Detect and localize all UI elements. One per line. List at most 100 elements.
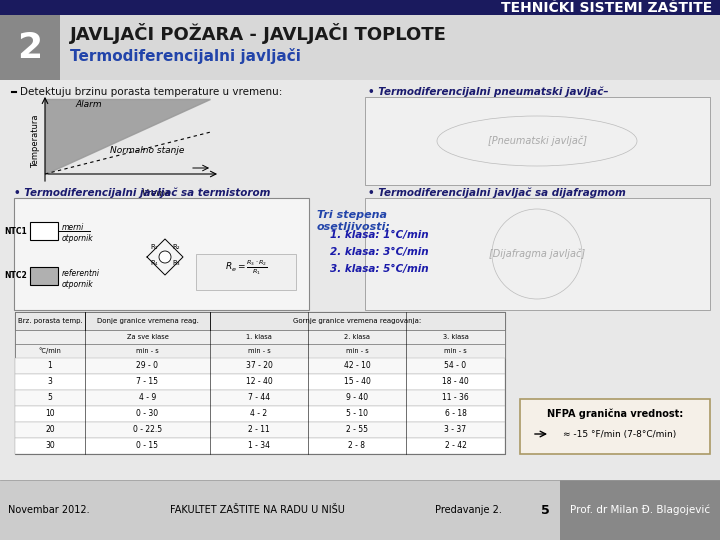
Bar — [15, 390, 505, 406]
Text: • Termodiferencijalni javljač sa termistorom: • Termodiferencijalni javljač sa termist… — [14, 188, 271, 198]
Text: 1 - 34: 1 - 34 — [248, 442, 270, 450]
Bar — [15, 438, 505, 454]
Bar — [15, 358, 505, 374]
Text: 3. klasa: 3. klasa — [443, 334, 469, 340]
Text: R₄: R₄ — [150, 260, 158, 266]
Text: 1. klasa: 1°C/min: 1. klasa: 1°C/min — [330, 230, 428, 240]
Text: Novembar 2012.: Novembar 2012. — [8, 505, 89, 515]
Bar — [560, 480, 720, 540]
Text: Za sve klase: Za sve klase — [127, 334, 168, 340]
Text: 9 - 40: 9 - 40 — [346, 394, 368, 402]
Text: 2 - 8: 2 - 8 — [348, 442, 366, 450]
Text: 12 - 40: 12 - 40 — [246, 377, 272, 387]
Text: 2 - 55: 2 - 55 — [346, 426, 368, 435]
Text: min - s: min - s — [444, 348, 467, 354]
Text: referentni
otpornik: referentni otpornik — [62, 269, 100, 289]
Bar — [0, 15, 60, 80]
Text: 0 - 22.5: 0 - 22.5 — [133, 426, 162, 435]
Bar — [15, 330, 505, 344]
Text: $R_e = \frac{R_3 \cdot R_2}{R_1}$: $R_e = \frac{R_3 \cdot R_2}{R_1}$ — [225, 259, 267, 278]
Text: 15 - 40: 15 - 40 — [343, 377, 370, 387]
Bar — [0, 80, 720, 480]
Bar — [520, 399, 710, 454]
Text: R₁: R₁ — [150, 244, 158, 250]
Text: 6 - 18: 6 - 18 — [444, 409, 467, 418]
Circle shape — [159, 251, 171, 263]
Bar — [15, 312, 505, 330]
Text: 11 - 36: 11 - 36 — [442, 394, 469, 402]
Text: [Dijafragma javljač]: [Dijafragma javljač] — [489, 249, 585, 259]
Text: Termodiferencijalni javljači: Termodiferencijalni javljači — [70, 48, 301, 64]
Text: Predavanje 2.: Predavanje 2. — [435, 505, 502, 515]
Text: min - s: min - s — [346, 348, 369, 354]
Text: 5 - 10: 5 - 10 — [346, 409, 368, 418]
Bar — [0, 480, 720, 540]
Bar — [365, 198, 710, 310]
Text: 37 - 20: 37 - 20 — [246, 361, 272, 370]
Text: 7 - 15: 7 - 15 — [137, 377, 158, 387]
Text: Alarm: Alarm — [75, 100, 102, 109]
Text: merni
otpornik: merni otpornik — [62, 224, 94, 242]
Bar — [30, 222, 58, 240]
Text: 29 - 0: 29 - 0 — [137, 361, 158, 370]
Bar — [15, 374, 505, 390]
Text: 30: 30 — [45, 442, 55, 450]
Text: 54 - 0: 54 - 0 — [444, 361, 467, 370]
Text: 0 - 15: 0 - 15 — [137, 442, 158, 450]
Bar — [196, 254, 296, 290]
Text: NTC1: NTC1 — [4, 226, 27, 235]
Text: Tri stepena
osetljivosti:: Tri stepena osetljivosti: — [317, 210, 391, 232]
Text: 1: 1 — [48, 361, 53, 370]
Text: R₂: R₂ — [172, 244, 180, 250]
Text: 2: 2 — [17, 31, 42, 65]
Text: • Termodiferencijalni javljač sa dijafragmom: • Termodiferencijalni javljač sa dijafra… — [368, 188, 626, 198]
Text: 5: 5 — [48, 394, 53, 402]
Text: 0 - 30: 0 - 30 — [136, 409, 158, 418]
Text: 2 - 11: 2 - 11 — [248, 426, 270, 435]
Text: NFPA granična vrednost:: NFPA granična vrednost: — [547, 409, 683, 419]
Text: Vreme: Vreme — [141, 189, 171, 198]
Text: Prof. dr Milan Đ. Blagojević: Prof. dr Milan Đ. Blagojević — [570, 505, 710, 515]
Bar — [14, 198, 309, 310]
Text: 1. klasa: 1. klasa — [246, 334, 272, 340]
Text: Gornje granice vremena reagovanja:: Gornje granice vremena reagovanja: — [293, 318, 422, 324]
Text: [Pneumatski javljač]: [Pneumatski javljač] — [487, 136, 587, 146]
Text: 3. klasa: 5°C/min: 3. klasa: 5°C/min — [330, 264, 428, 274]
Text: 4 - 2: 4 - 2 — [251, 409, 268, 418]
Text: 7 - 44: 7 - 44 — [248, 394, 270, 402]
Text: NTC2: NTC2 — [4, 272, 27, 280]
Text: 3: 3 — [48, 377, 53, 387]
Text: R₃: R₃ — [172, 260, 180, 266]
Text: 4 - 9: 4 - 9 — [139, 394, 156, 402]
Text: • Termodiferencijalni pneumatski javljač–: • Termodiferencijalni pneumatski javljač… — [368, 87, 608, 97]
Text: Normalno stanje: Normalno stanje — [110, 146, 184, 155]
Text: Brz. porasta temp.: Brz. porasta temp. — [17, 318, 82, 324]
Bar — [15, 422, 505, 438]
Text: min - s: min - s — [248, 348, 271, 354]
Bar — [15, 312, 505, 454]
Text: 18 - 40: 18 - 40 — [442, 377, 469, 387]
Bar — [365, 97, 710, 185]
Text: 10: 10 — [45, 409, 55, 418]
Text: FAKULTET ZAŠTITE NA RADU U NIŠU: FAKULTET ZAŠTITE NA RADU U NIŠU — [170, 505, 345, 515]
Text: min - s: min - s — [136, 348, 159, 354]
Text: Donje granice vremena reag.: Donje granice vremena reag. — [96, 318, 199, 324]
Text: °C/min: °C/min — [39, 348, 61, 354]
Text: 2 - 42: 2 - 42 — [444, 442, 467, 450]
Text: TEHNIČKI SISTEMI ZAŠTITE: TEHNIČKI SISTEMI ZAŠTITE — [500, 1, 712, 15]
Text: ≈ -15 °F/min (7-8°C/min): ≈ -15 °F/min (7-8°C/min) — [563, 429, 677, 438]
Text: 20: 20 — [45, 426, 55, 435]
Bar — [15, 406, 505, 422]
Text: 5: 5 — [541, 503, 549, 516]
Text: 42 - 10: 42 - 10 — [343, 361, 370, 370]
Bar — [30, 267, 58, 285]
Polygon shape — [45, 99, 210, 174]
Text: 2. klasa: 2. klasa — [344, 334, 370, 340]
Text: Temperatura: Temperatura — [31, 114, 40, 168]
Bar — [0, 15, 720, 80]
Text: 2. klasa: 3°C/min: 2. klasa: 3°C/min — [330, 247, 428, 257]
Text: JAVLJAČI POŽARA - JAVLJAČI TOPLOTE: JAVLJAČI POŽARA - JAVLJAČI TOPLOTE — [70, 23, 447, 44]
Text: Detektuju brzinu porasta temperature u vremenu:: Detektuju brzinu porasta temperature u v… — [20, 87, 282, 97]
Text: 3 - 37: 3 - 37 — [444, 426, 467, 435]
Bar — [0, 0, 720, 15]
